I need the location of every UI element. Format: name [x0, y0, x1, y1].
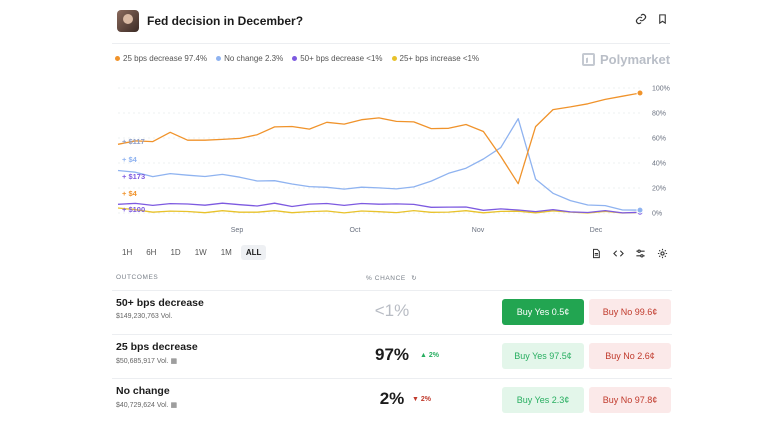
outcome-volume: $149,230,763 Vol. [116, 313, 173, 320]
y-tick-label: 100% [652, 86, 670, 93]
outcome-row[interactable]: No change $40,729,624 Vol. ▦ 2% ▼ 2% Buy… [112, 378, 672, 421]
chance-column-header[interactable]: % CHANCE ↻ [366, 274, 417, 282]
y-tick-label: 60% [652, 136, 666, 143]
buy-no-button[interactable]: Buy No 2.6¢ [589, 343, 671, 369]
outcome-name: 50+ bps decrease [116, 297, 204, 309]
calendar-icon: ▦ [170, 402, 178, 409]
volume-text: $40,729,624 Vol. [116, 402, 169, 409]
bookmark-icon[interactable] [653, 12, 671, 30]
brand-name: Polymarket [600, 52, 671, 67]
gear-icon[interactable] [656, 248, 668, 262]
buy-yes-button[interactable]: Buy Yes 0.5¢ [502, 299, 584, 325]
outcome-volume: $50,685,917 Vol. ▦ [116, 357, 177, 365]
document-icon[interactable] [590, 248, 602, 262]
outcome-chance: 2% [379, 389, 405, 408]
x-tick-label: Sep [231, 227, 244, 234]
legend-item: 25 bps decrease 97.4% [115, 54, 207, 63]
market-title: Fed decision in December? [147, 14, 304, 28]
chart-tools [590, 248, 668, 262]
range-6h-button[interactable]: 6H [141, 245, 161, 260]
legend-dot [292, 56, 298, 62]
volume-annotation: + $117 [122, 137, 145, 146]
outcome-row[interactable]: 25 bps decrease $50,685,917 Vol. ▦ 97% ▲… [112, 334, 672, 377]
volume-annotation: + $4 [122, 155, 138, 164]
legend-dot [391, 56, 397, 62]
range-1d-button[interactable]: 1D [165, 245, 185, 260]
legend-item: No change 2.3% [216, 54, 283, 63]
chance-change-up: ▲ 2% [420, 352, 439, 359]
outcome-volume: $40,729,624 Vol. ▦ [116, 401, 177, 409]
outcome-name: 25 bps decrease [116, 341, 198, 353]
legend-label: 25 bps decrease 97.4% [123, 54, 208, 63]
series-endpoint [636, 206, 644, 214]
link-icon[interactable] [632, 12, 650, 30]
code-icon[interactable] [612, 248, 624, 262]
buy-yes-button[interactable]: Buy Yes 97.5¢ [502, 343, 584, 369]
range-selector: 1H 6H 1D 1W 1M ALL [117, 245, 267, 260]
header-divider [112, 43, 670, 44]
outcome-chance: <1% [374, 301, 410, 320]
polymarket-brand: Polymarket [582, 52, 670, 67]
legend-label: No change 2.3% [224, 54, 284, 63]
x-tick-label: Dec [590, 227, 603, 234]
y-tick-label: 0% [652, 211, 662, 218]
range-1w-button[interactable]: 1W [190, 245, 212, 260]
buy-yes-button[interactable]: Buy Yes 2.3¢ [502, 387, 584, 413]
sliders-icon[interactable] [634, 248, 646, 262]
series-endpoint [636, 89, 644, 97]
outcomes-column-header: OUTCOMES [116, 274, 159, 281]
y-tick-label: 80% [652, 111, 666, 118]
outcome-chance: 97% [374, 345, 410, 364]
legend-item: 25+ bps increase <1% [391, 54, 480, 63]
calendar-icon: ▦ [170, 358, 178, 365]
series-line [117, 118, 641, 211]
legend-dot [216, 56, 222, 62]
legend-label: 50+ bps decrease <1% [300, 54, 383, 63]
range-1m-button[interactable]: 1M [216, 245, 237, 260]
y-tick-label: 40% [652, 161, 666, 168]
market-avatar [117, 10, 139, 32]
volume-text: $50,685,917 Vol. [116, 358, 169, 365]
buy-no-button[interactable]: Buy No 97.8¢ [589, 387, 671, 413]
volume-annotation: + $4 [122, 189, 138, 198]
refresh-icon[interactable]: ↻ [411, 275, 418, 282]
chance-header-label: % CHANCE [366, 275, 406, 282]
legend-item: 50+ bps decrease <1% [292, 54, 383, 63]
legend-dot [115, 56, 120, 62]
market-header: Fed decision in December? [0, 0, 780, 44]
volume-annotation: + $100 [122, 205, 145, 214]
buy-no-button[interactable]: Buy No 99.6¢ [589, 299, 671, 325]
polymarket-logo-icon [582, 53, 595, 66]
range-all-button[interactable]: ALL [240, 245, 267, 260]
chance-change-down: ▼ 2% [412, 396, 431, 403]
outcome-row[interactable]: 50+ bps decrease $149,230,763 Vol. <1% B… [112, 290, 672, 333]
volume-annotation: + $173 [122, 172, 145, 181]
series-line [117, 202, 641, 214]
series-line [117, 92, 641, 185]
outcome-name: No change [116, 385, 170, 397]
legend-label: 25+ bps increase <1% [399, 54, 480, 63]
x-tick-label: Nov [472, 227, 485, 234]
x-tick-label: Oct [350, 227, 361, 234]
y-tick-label: 20% [652, 186, 666, 193]
series-line [117, 207, 641, 214]
range-1h-button[interactable]: 1H [117, 245, 137, 260]
chart-legend: 25 bps decrease 97.4% No change 2.3% 50+… [115, 54, 479, 63]
probability-chart: 100% 80% 60% 40% 20% 0% Sep Oct Nov Dec + $117 + $4… [117, 86, 670, 234]
